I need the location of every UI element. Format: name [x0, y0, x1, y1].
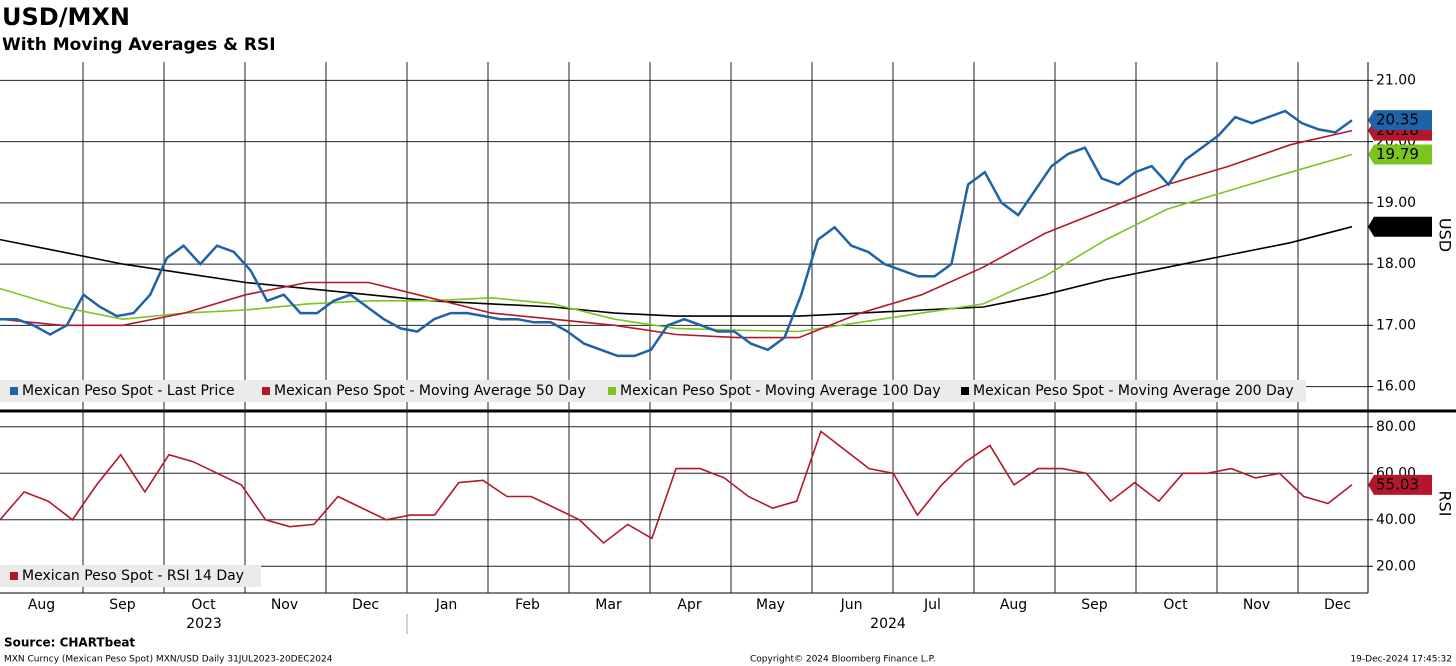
x-tick-label: Sep: [109, 597, 136, 613]
legend-swatch: [262, 387, 270, 395]
last-value-tag: [1368, 110, 1432, 131]
series-line: [0, 430, 1353, 545]
copyright: Copyright© 2024 Bloomberg Finance L.P.: [750, 655, 935, 665]
legend-swatch: [961, 387, 969, 395]
x-tick-label: Nov: [271, 597, 298, 613]
x-tick-label: Apr: [677, 597, 701, 613]
legend-swatch: [10, 387, 18, 395]
x-tick-label: Feb: [515, 597, 540, 613]
legend-label: Mexican Peso Spot - RSI 14 Day: [22, 568, 244, 584]
series-line: [0, 129, 1353, 339]
y-tick-label: 19.00: [1376, 195, 1416, 211]
legend-label: Mexican Peso Spot - Moving Average 200 D…: [973, 383, 1294, 399]
legend-label: Mexican Peso Spot - Last Price: [22, 383, 235, 399]
year-label: 2024: [870, 616, 906, 632]
series-line: [0, 153, 1353, 333]
y-tick-label: 18.00: [1376, 256, 1416, 272]
y-tick-label: 21.00: [1376, 72, 1416, 88]
last-value-label: 18.61: [1376, 217, 1419, 235]
x-tick-label: Sep: [1081, 597, 1108, 613]
ticker-note: MXN Curncy (Mexican Peso Spot) MXN/USD D…: [4, 655, 333, 665]
last-value-tag: [1368, 144, 1432, 165]
x-tick-label: Dec: [1324, 597, 1351, 613]
x-tick-label: Jun: [840, 597, 863, 613]
legend-swatch: [608, 387, 616, 395]
last-value-label: 20.35: [1376, 111, 1419, 129]
legend-swatch: [10, 572, 18, 580]
x-tick-label: Aug: [28, 597, 55, 613]
x-tick-label: Jul: [923, 597, 941, 613]
source: Source: CHARTbeat: [4, 636, 135, 650]
x-tick-label: Jan: [435, 597, 458, 613]
year-label: 2023: [186, 616, 222, 632]
legend-box: [0, 380, 1306, 402]
legend-box: [0, 565, 261, 587]
y-axis-title: USD: [1436, 218, 1455, 252]
last-value-tag: [1368, 216, 1432, 237]
x-tick-label: Aug: [1000, 597, 1027, 613]
x-tick-label: Nov: [1243, 597, 1270, 613]
y-tick-label: 16.00: [1376, 379, 1416, 395]
y-tick-label: 80.00: [1376, 419, 1416, 435]
y-axis-title: RSI: [1436, 491, 1455, 517]
last-value-label: 19.79: [1376, 145, 1419, 163]
timestamp: 19-Dec-2024 17:45:32: [1350, 655, 1452, 665]
x-tick-label: May: [756, 597, 785, 613]
x-tick-label: Dec: [352, 597, 379, 613]
chart-subtitle: With Moving Averages & RSI: [2, 35, 276, 55]
x-tick-label: Mar: [595, 597, 622, 613]
x-tick-label: Oct: [191, 597, 216, 613]
last-value-tag: [1368, 474, 1432, 495]
chart-title: USD/MXN: [2, 3, 130, 31]
series-line: [0, 225, 1353, 317]
x-tick-label: Oct: [1163, 597, 1188, 613]
y-tick-label: 17.00: [1376, 317, 1416, 333]
last-value-label: 55.03: [1376, 475, 1419, 493]
legend-label: Mexican Peso Spot - Moving Average 100 D…: [620, 383, 941, 399]
y-tick-label: 40.00: [1376, 512, 1416, 528]
series-line: [0, 109, 1353, 358]
legend-label: Mexican Peso Spot - Moving Average 50 Da…: [274, 383, 586, 399]
y-tick-label: 20.00: [1376, 558, 1416, 574]
